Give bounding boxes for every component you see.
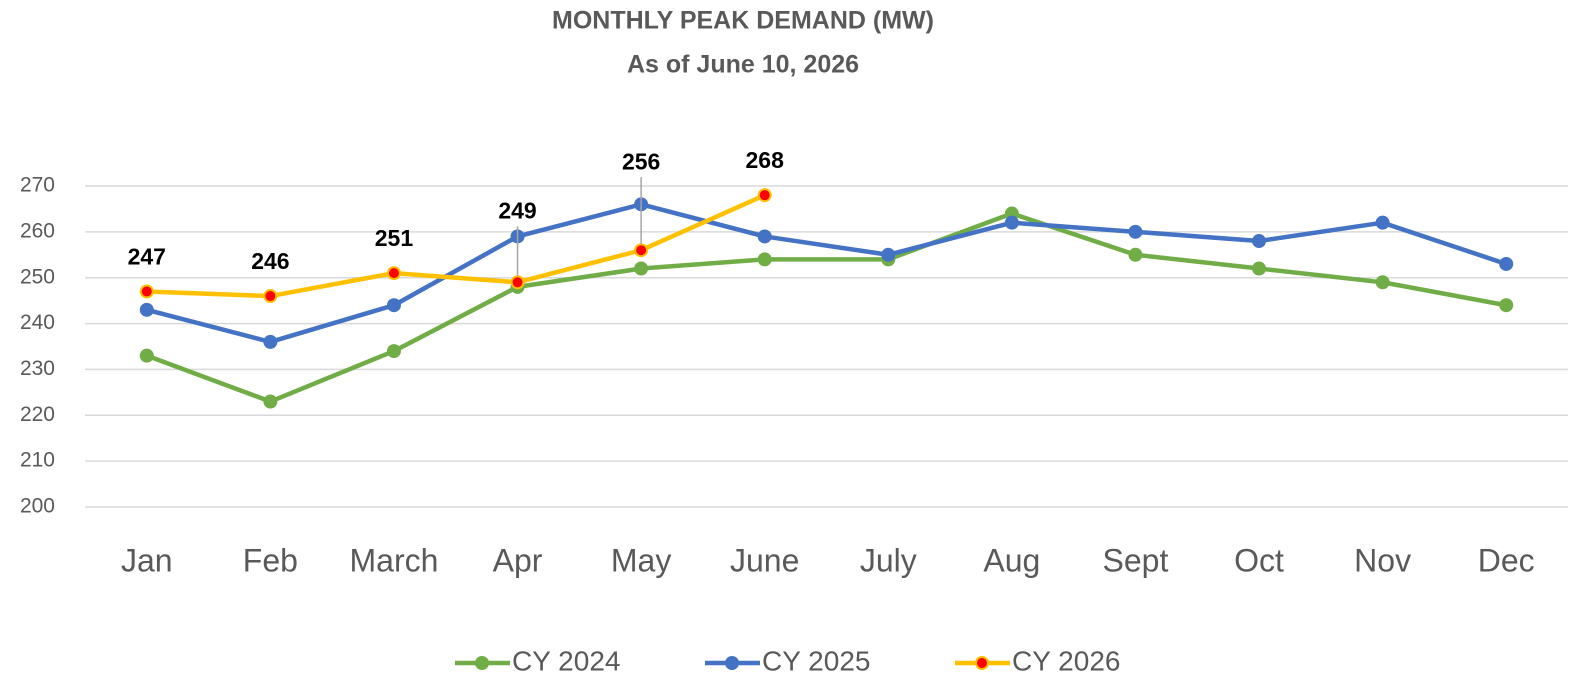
- y-tick-label: 250: [20, 265, 55, 288]
- data-point: [1375, 275, 1390, 290]
- legend-marker: [975, 656, 989, 670]
- data-point: [1004, 215, 1019, 230]
- x-tick-label: Apr: [493, 542, 543, 578]
- x-tick-label: July: [860, 542, 917, 578]
- legend-label: CY 2026: [1012, 645, 1120, 676]
- data-point: [1499, 256, 1514, 271]
- data-point: [634, 261, 649, 276]
- data-point: [1252, 261, 1267, 276]
- data-label: 247: [128, 244, 166, 270]
- data-point: [1375, 215, 1390, 230]
- data-point: [139, 302, 154, 317]
- x-tick-label: March: [350, 542, 439, 578]
- y-tick-label: 240: [20, 311, 55, 334]
- x-tick-label: Jan: [121, 542, 173, 578]
- x-tick-label: Sept: [1103, 542, 1169, 578]
- data-point: [757, 252, 772, 267]
- data-point: [139, 348, 154, 363]
- data-label: 249: [498, 197, 536, 223]
- data-point: [139, 284, 154, 299]
- data-point: [386, 344, 401, 359]
- legend-marker: [725, 656, 739, 670]
- series-line: [146, 193, 766, 299]
- data-point: [510, 275, 525, 290]
- x-tick-label: Dec: [1478, 542, 1535, 578]
- y-tick-label: 270: [20, 174, 55, 197]
- legend-label: CY 2024: [512, 645, 620, 676]
- x-tick-label: June: [730, 542, 799, 578]
- x-tick-label: May: [611, 542, 671, 578]
- y-tick-label: 230: [20, 357, 55, 380]
- data-point: [1499, 298, 1514, 313]
- data-point: [881, 247, 896, 262]
- series-line: [146, 211, 1507, 404]
- data-point: [757, 229, 772, 244]
- data-point: [263, 394, 278, 409]
- chart-subtitle: As of June 10, 2026: [627, 51, 859, 79]
- y-tick-label: 200: [20, 495, 55, 518]
- data-point: [1252, 234, 1267, 249]
- y-tick-label: 220: [20, 403, 55, 426]
- legend-marker: [475, 656, 489, 670]
- data-label: 246: [251, 248, 289, 274]
- x-tick-label: Nov: [1354, 542, 1411, 578]
- data-point: [386, 298, 401, 313]
- y-tick-label: 260: [20, 219, 55, 242]
- data-label: 256: [622, 148, 660, 174]
- y-tick-label: 210: [20, 449, 55, 472]
- x-tick-label: Feb: [243, 542, 298, 578]
- legend-label: CY 2025: [762, 645, 870, 676]
- data-point: [757, 188, 772, 203]
- data-point: [634, 243, 649, 258]
- x-tick-label: Aug: [983, 542, 1040, 578]
- data-point: [1128, 247, 1143, 262]
- data-label: 268: [746, 147, 785, 173]
- data-point: [263, 289, 278, 304]
- series-line: [146, 202, 1507, 345]
- chart-title: MONTHLY PEAK DEMAND (MW): [552, 7, 934, 35]
- data-point: [386, 266, 401, 281]
- data-point: [263, 334, 278, 349]
- data-point: [1128, 224, 1143, 239]
- x-tick-label: Oct: [1234, 542, 1284, 578]
- data-label: 251: [375, 225, 414, 251]
